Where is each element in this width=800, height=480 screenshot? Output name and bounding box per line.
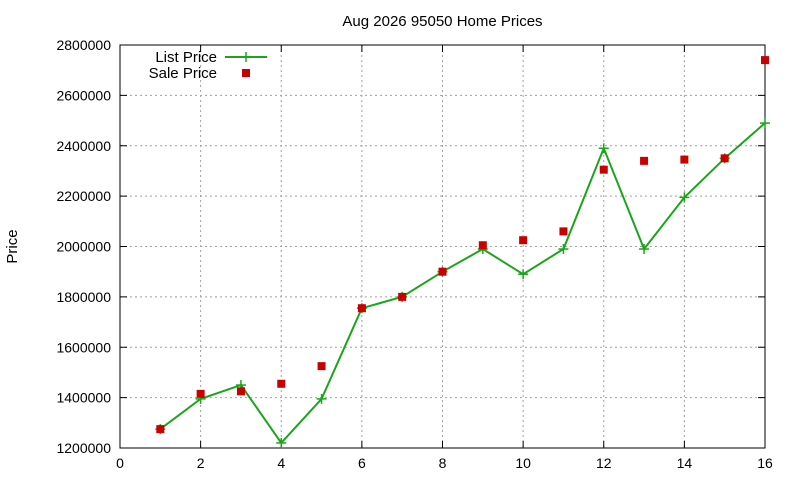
- list-price-point: [518, 269, 529, 280]
- legend-label: List Price: [155, 49, 217, 66]
- list-price-point: [276, 437, 287, 448]
- sale-price-point: [599, 165, 608, 174]
- list-price-point: [558, 244, 569, 255]
- list-price-point: [639, 244, 650, 255]
- y-tick-label: 1400000: [56, 390, 111, 406]
- x-tick-label: 0: [116, 455, 124, 471]
- series-0: [155, 118, 770, 448]
- list-price-point: [679, 192, 690, 203]
- y-tick-label: 2000000: [56, 239, 111, 255]
- sale-price-point: [236, 387, 245, 396]
- sale-price-point: [196, 389, 205, 398]
- grid: [120, 45, 765, 448]
- y-axis-label: Price: [4, 229, 21, 263]
- legend-marker: [241, 52, 251, 62]
- sale-price-point: [559, 227, 568, 236]
- sale-price-point: [156, 425, 165, 434]
- list-price-line: [159, 122, 766, 445]
- list-price-point: [316, 393, 327, 404]
- plot-frame: [119, 44, 766, 449]
- series-1: [156, 56, 769, 434]
- sale-price-point: [398, 292, 407, 301]
- legend-label: Sale Price: [149, 65, 217, 82]
- sale-price-point: [277, 379, 286, 388]
- sale-price-point: [317, 362, 326, 371]
- y-tick-label: 2400000: [56, 138, 111, 154]
- series: [155, 56, 770, 448]
- x-tick-label: 8: [439, 455, 447, 471]
- sale-price-point: [680, 155, 689, 164]
- y-tick-label: 1200000: [56, 440, 111, 456]
- sale-price-point: [761, 56, 769, 65]
- sale-price-point: [478, 241, 487, 250]
- ticks: 0 2 4 6 8 10 12 14 16 1200000 1400000 1600000 180000…: [56, 37, 773, 471]
- x-tick-label: 12: [596, 455, 612, 471]
- x-tick-label: 2: [197, 455, 205, 471]
- sale-price-point: [438, 267, 447, 276]
- x-tick-label: 6: [358, 455, 366, 471]
- y-tick-label: 2600000: [56, 87, 111, 103]
- x-tick-label: 14: [677, 455, 693, 471]
- y-tick-label: 2200000: [56, 188, 111, 204]
- chart-title: Aug 2026 95050 Home Prices: [342, 13, 542, 30]
- list-price-point: [598, 143, 609, 154]
- sale-price-point: [519, 236, 528, 245]
- y-tick-label: 1600000: [56, 339, 111, 355]
- y-tick-label: 1800000: [56, 289, 111, 305]
- x-tick-label: 4: [277, 455, 285, 471]
- sale-price-point: [357, 304, 366, 313]
- sale-price-point: [640, 156, 649, 165]
- x-tick-label: 16: [757, 455, 773, 471]
- x-tick-label: 10: [515, 455, 531, 471]
- sale-price-point: [720, 154, 729, 163]
- y-tick-label: 2800000: [56, 37, 111, 53]
- list-price-point: [760, 118, 770, 129]
- legend-marker: [242, 69, 250, 77]
